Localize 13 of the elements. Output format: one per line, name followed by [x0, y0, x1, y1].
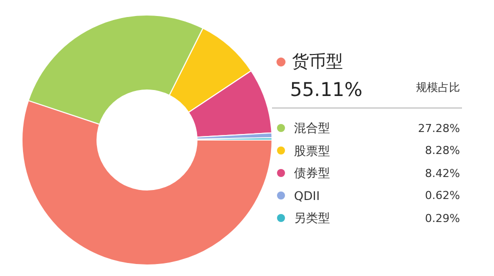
legend-label: 混合型 [294, 121, 330, 135]
legend-label: 债券型 [294, 166, 330, 180]
data-label: 8.28% [425, 144, 460, 157]
legend-label: 股票型 [294, 144, 330, 158]
data-label: 0.62% [425, 189, 460, 202]
data-label: 8.42% [425, 167, 460, 180]
data-label: 0.29% [425, 212, 460, 225]
data-label: 55.11% [290, 79, 362, 101]
legend-label: 货币型 [292, 52, 343, 72]
legend-label: QDII [294, 189, 320, 203]
data-label: 27.28% [418, 122, 460, 135]
text: 规模占比 [416, 81, 460, 94]
legend-label: 另类型 [294, 211, 330, 225]
